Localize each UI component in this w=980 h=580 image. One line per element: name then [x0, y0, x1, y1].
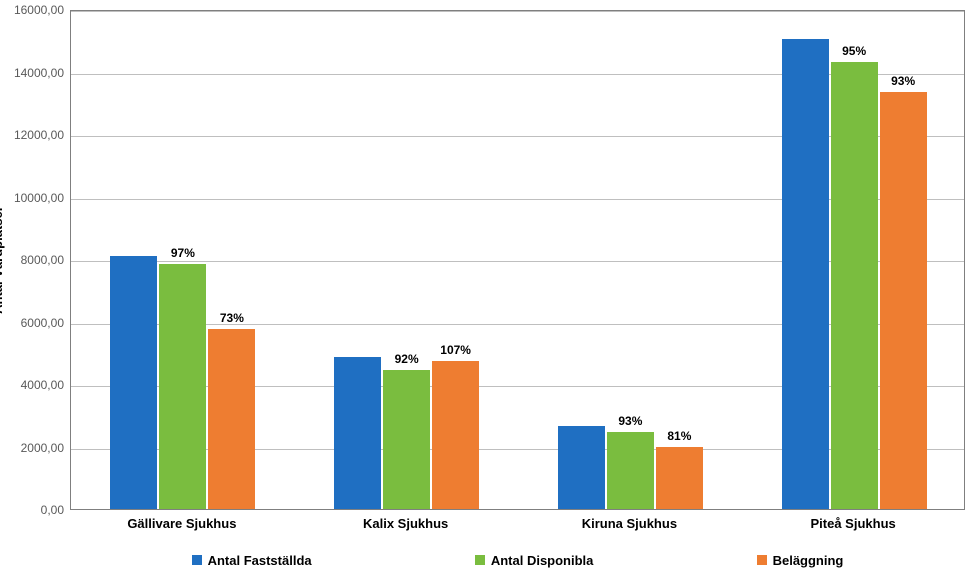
bar [334, 357, 381, 509]
y-tick-label: 8000,00 [4, 253, 64, 267]
bar [159, 264, 206, 509]
bar [782, 39, 829, 509]
bar-value-label: 93% [618, 414, 642, 428]
legend-swatch [475, 555, 485, 565]
bar [558, 426, 605, 509]
bar-value-label: 107% [440, 343, 471, 357]
legend-swatch [192, 555, 202, 565]
bar [208, 329, 255, 509]
bar-group: 93% 81% [558, 11, 703, 509]
bar-value-label: 81% [667, 429, 691, 443]
bar [656, 447, 703, 510]
y-tick-label: 12000,00 [4, 128, 64, 142]
y-tick-label: 16000,00 [4, 3, 64, 17]
bar-value-label: 97% [171, 246, 195, 260]
y-tick-label: 14000,00 [4, 66, 64, 80]
bar [383, 370, 430, 509]
bar [607, 432, 654, 509]
y-tick-label: 4000,00 [4, 378, 64, 392]
legend-item: Antal Fastställda [192, 553, 312, 568]
bar-group: 92% 107% [334, 11, 479, 509]
bar-value-label: 93% [891, 74, 915, 88]
legend-item: Antal Disponibla [475, 553, 594, 568]
legend-label: Antal Fastställda [208, 553, 312, 568]
bar-group: 97% 73% [110, 11, 255, 509]
legend: Antal Fastställda Antal Disponibla Beläggn… [70, 545, 965, 575]
bar [110, 256, 157, 509]
legend-label: Antal Disponibla [491, 553, 594, 568]
legend-swatch [757, 555, 767, 565]
chart-plot-area: 97% 73% 92% 107% 93% 81% 95% 93% [70, 10, 965, 510]
bar [880, 92, 927, 509]
legend-item: Beläggning [757, 553, 844, 568]
legend-label: Beläggning [773, 553, 844, 568]
bar-value-label: 95% [842, 44, 866, 58]
bar-value-label: 92% [395, 352, 419, 366]
y-tick-label: 6000,00 [4, 316, 64, 330]
bar-group: 95% 93% [782, 11, 927, 509]
y-tick-label: 2000,00 [4, 441, 64, 455]
y-tick-label: 10000,00 [4, 191, 64, 205]
y-tick-label: 0,00 [4, 503, 64, 517]
x-tick-label: Kiruna Sjukhus [582, 516, 677, 531]
x-tick-label: Gällivare Sjukhus [127, 516, 236, 531]
x-tick-label: Piteå Sjukhus [811, 516, 896, 531]
bar-value-label: 73% [220, 311, 244, 325]
x-tick-label: Kalix Sjukhus [363, 516, 448, 531]
bar [831, 62, 878, 509]
bar [432, 361, 479, 509]
